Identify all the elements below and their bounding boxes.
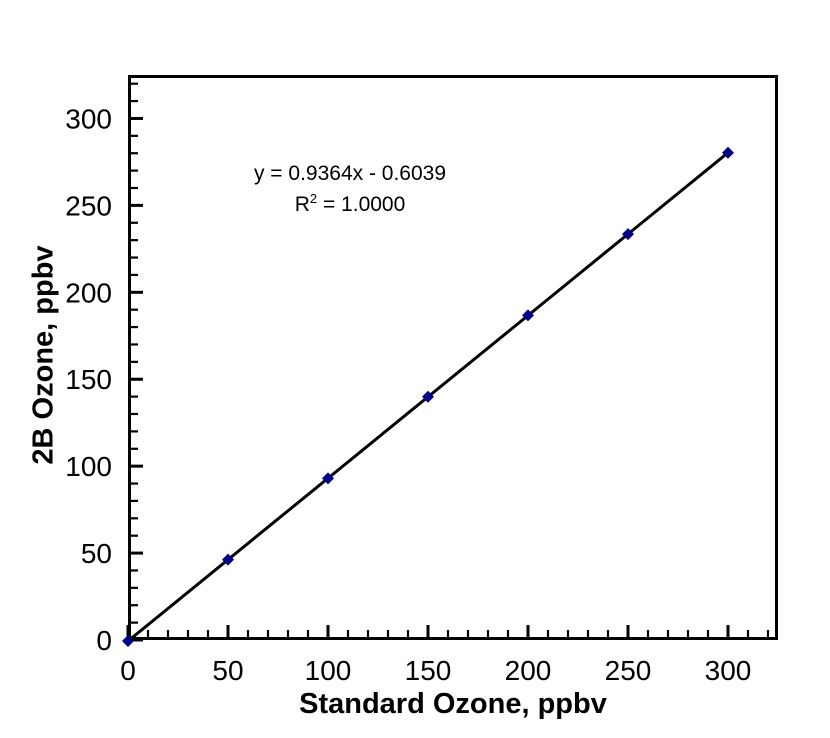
y-tick-label: 50 bbox=[81, 538, 112, 569]
y-tick-label: 250 bbox=[65, 190, 112, 221]
x-tick-label: 150 bbox=[405, 655, 452, 686]
r-squared-symbol: R bbox=[294, 193, 310, 216]
r-squared-exponent: 2 bbox=[309, 191, 318, 206]
data-point-diamond bbox=[122, 635, 134, 648]
y-tick-label: 150 bbox=[65, 364, 112, 395]
x-tick-label: 0 bbox=[120, 655, 136, 686]
y-axis-title: 2B Ozone, ppbv bbox=[27, 245, 60, 465]
data-point-diamond bbox=[522, 309, 534, 322]
data-point-diamond bbox=[622, 228, 634, 241]
r-squared-value: R2 = 1.0000 bbox=[254, 189, 446, 220]
data-point-diamond bbox=[222, 553, 234, 566]
y-tick-label: 0 bbox=[96, 625, 112, 656]
x-tick-label: 250 bbox=[605, 655, 652, 686]
x-tick-label: 50 bbox=[212, 655, 243, 686]
x-tick-label: 300 bbox=[705, 655, 752, 686]
data-point-diamond bbox=[422, 390, 434, 403]
x-tick-label: 100 bbox=[305, 655, 352, 686]
trendline-equation: y = 0.9364x - 0.6039 bbox=[253, 162, 447, 185]
y-tick-label: 100 bbox=[65, 451, 112, 482]
plot-border bbox=[128, 75, 778, 640]
y-tick-label: 200 bbox=[65, 277, 112, 308]
x-tick-label: 200 bbox=[505, 655, 552, 686]
x-axis-title: Standard Ozone, ppbv bbox=[299, 688, 607, 720]
r-squared-equals: = 1.0000 bbox=[317, 193, 406, 216]
data-point-diamond bbox=[722, 146, 734, 159]
trendline-annotation: y = 0.9364x - 0.6039 R2 = 1.0000 bbox=[254, 158, 446, 220]
data-point-diamond bbox=[322, 472, 334, 485]
y-tick-label: 300 bbox=[65, 103, 112, 134]
